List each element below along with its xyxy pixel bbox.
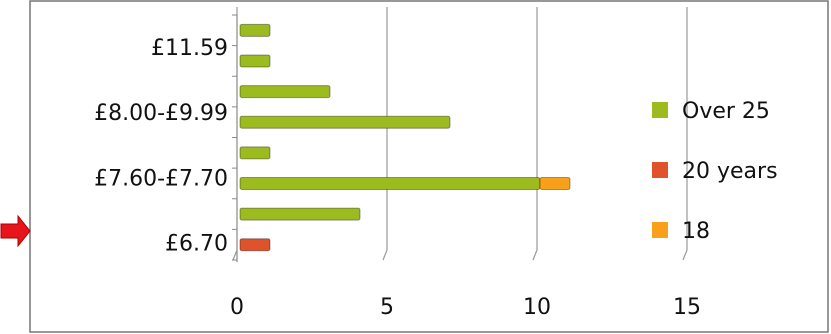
legend-swatch [652, 102, 668, 118]
chart-border [29, 0, 829, 333]
bar [239, 54, 271, 68]
bar [239, 23, 271, 37]
y-tick-label: £11.59 [151, 36, 228, 61]
bar [239, 238, 271, 252]
y-tick-label: £6.70 [165, 232, 228, 257]
legend-label: 18 [682, 219, 710, 244]
y-tick-label: £7.60-£7.70 [94, 166, 228, 191]
bar [239, 207, 361, 221]
x-tick-label: 10 [523, 295, 551, 320]
bar [539, 176, 571, 190]
bar [239, 146, 271, 160]
x-tick-label: 15 [673, 295, 701, 320]
bar [239, 115, 451, 129]
legend-label: 20 years [682, 159, 778, 184]
pointer-arrow [0, 214, 31, 248]
legend-label: Over 25 [682, 99, 770, 124]
grid-line [532, 7, 538, 261]
legend-swatch [652, 222, 668, 238]
legend-swatch [652, 162, 668, 178]
bar [239, 85, 331, 99]
x-tick-label: 0 [230, 295, 244, 320]
bar [239, 176, 541, 190]
x-tick-label: 5 [380, 295, 394, 320]
grid-line [382, 7, 388, 261]
grid-line [232, 7, 238, 261]
grid-line [682, 7, 688, 261]
y-tick-label: £8.00-£9.99 [94, 101, 228, 126]
